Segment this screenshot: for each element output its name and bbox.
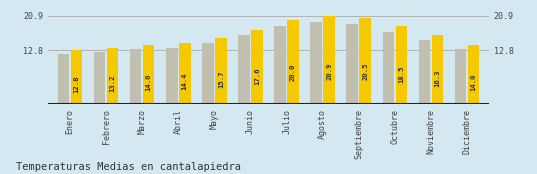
Bar xyxy=(382,31,394,104)
Bar xyxy=(359,18,371,104)
Bar xyxy=(166,48,178,104)
Text: 16.3: 16.3 xyxy=(434,69,440,87)
Bar xyxy=(251,30,263,104)
Bar xyxy=(396,26,407,104)
Bar xyxy=(94,52,105,104)
Bar xyxy=(179,43,191,104)
Bar xyxy=(287,20,299,104)
Bar xyxy=(419,40,430,104)
Text: 14.0: 14.0 xyxy=(146,73,151,91)
Bar xyxy=(57,54,69,104)
Text: 12.8: 12.8 xyxy=(74,75,79,93)
Bar xyxy=(346,24,358,104)
Bar xyxy=(238,35,250,104)
Bar xyxy=(468,45,480,104)
Text: 13.2: 13.2 xyxy=(110,74,115,92)
Bar xyxy=(323,16,335,104)
Bar xyxy=(432,35,443,104)
Text: 18.5: 18.5 xyxy=(398,66,404,83)
Text: 20.9: 20.9 xyxy=(326,62,332,80)
Bar xyxy=(71,50,82,104)
Bar xyxy=(143,45,155,104)
Bar xyxy=(130,49,141,104)
Bar xyxy=(310,22,322,104)
Bar xyxy=(274,26,286,104)
Text: 15.7: 15.7 xyxy=(218,70,224,88)
Text: 17.6: 17.6 xyxy=(254,67,260,85)
Bar xyxy=(107,49,118,104)
Text: 14.0: 14.0 xyxy=(470,73,476,91)
Text: 14.4: 14.4 xyxy=(182,72,188,90)
Text: Temperaturas Medias en cantalapiedra: Temperaturas Medias en cantalapiedra xyxy=(16,162,241,172)
Bar xyxy=(202,42,214,104)
Bar xyxy=(455,49,466,104)
Text: 20.5: 20.5 xyxy=(362,63,368,80)
Bar xyxy=(215,38,227,104)
Text: 20.0: 20.0 xyxy=(290,64,296,81)
